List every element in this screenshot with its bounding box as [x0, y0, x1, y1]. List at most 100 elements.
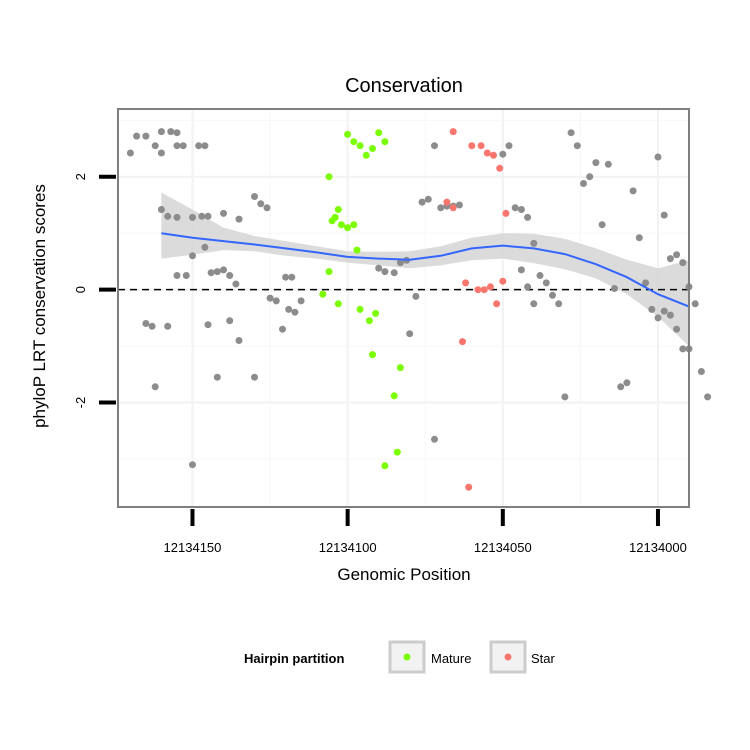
- y-axis: -2 0 2: [73, 173, 116, 408]
- point-mature: [350, 221, 358, 229]
- point-mature: [331, 213, 339, 221]
- point-other: [148, 322, 156, 330]
- point-other: [381, 268, 389, 276]
- point-mature: [393, 448, 401, 456]
- point-mature: [344, 224, 352, 232]
- point-other: [412, 292, 420, 300]
- x-tick-label: 12134100: [319, 540, 377, 555]
- point-other: [666, 311, 674, 319]
- point-mature: [334, 206, 342, 213]
- point-other: [164, 322, 172, 330]
- point-other: [617, 383, 625, 391]
- point-other: [660, 211, 668, 219]
- point-mature: [365, 317, 373, 325]
- point-other: [220, 209, 227, 217]
- point-other: [151, 142, 159, 150]
- point-other: [213, 373, 221, 381]
- point-other: [189, 213, 196, 221]
- point-other: [530, 239, 538, 247]
- legend-label-star: Star: [531, 651, 556, 666]
- point-star: [477, 142, 485, 150]
- x-axis-label: Genomic Position: [337, 565, 470, 584]
- point-other: [263, 204, 271, 212]
- point-other: [530, 300, 538, 308]
- point-other: [697, 368, 705, 375]
- point-mature: [372, 309, 380, 317]
- x-tick-label: 12134000: [629, 540, 687, 555]
- point-other: [431, 142, 438, 150]
- point-other: [549, 291, 556, 299]
- smooth-line-group: [161, 232, 690, 308]
- point-other: [629, 187, 637, 195]
- point-other: [201, 142, 209, 150]
- point-other: [207, 269, 215, 277]
- point-other: [279, 325, 286, 333]
- point-other: [189, 461, 196, 469]
- y-tick-label: 0: [73, 286, 88, 293]
- point-other: [691, 300, 699, 308]
- point-other: [455, 201, 463, 209]
- legend-key-star-dot: [504, 653, 512, 661]
- point-other: [235, 337, 243, 344]
- point-other: [580, 180, 587, 187]
- grid: [118, 109, 689, 507]
- point-mature: [353, 246, 361, 254]
- legend-key-star: [489, 640, 527, 674]
- point-other: [517, 206, 525, 213]
- point-other: [288, 273, 296, 281]
- point-star: [459, 338, 466, 346]
- point-other: [396, 259, 404, 267]
- point-other: [517, 266, 525, 274]
- panel-border: [117, 108, 690, 508]
- point-other: [173, 213, 181, 221]
- point-mature: [375, 129, 383, 137]
- point-other: [232, 280, 240, 288]
- point-other: [418, 198, 426, 206]
- point-other: [164, 212, 172, 220]
- point-mature: [381, 462, 389, 470]
- point-other: [679, 345, 687, 353]
- smooth-line: [161, 232, 690, 308]
- point-mature: [334, 300, 342, 308]
- point-star: [483, 149, 491, 157]
- legend-key-mature-dot: [403, 653, 411, 661]
- point-mature: [390, 392, 398, 400]
- point-mature: [369, 145, 376, 152]
- point-other: [173, 142, 181, 150]
- point-other: [673, 251, 681, 259]
- confidence-ribbon: [161, 192, 689, 347]
- point-other: [406, 330, 414, 338]
- point-other: [542, 279, 550, 287]
- x-tick-label: 12134150: [164, 540, 222, 555]
- point-mature: [356, 305, 364, 313]
- point-other: [282, 273, 290, 281]
- point-other: [586, 173, 594, 181]
- point-other: [592, 159, 600, 167]
- y-tick-label: -2: [73, 397, 88, 409]
- point-other: [297, 297, 305, 305]
- point-mature: [337, 221, 345, 229]
- legend-label-mature: Mature: [431, 651, 471, 666]
- point-star: [480, 286, 488, 294]
- point-other: [524, 283, 532, 291]
- point-other: [142, 132, 150, 140]
- point-other: [604, 160, 612, 168]
- point-star: [465, 483, 473, 491]
- point-star: [496, 164, 504, 172]
- point-star: [499, 277, 507, 285]
- point-star: [493, 300, 501, 308]
- point-other: [157, 149, 165, 157]
- point-other: [505, 142, 513, 150]
- point-other: [204, 321, 212, 329]
- point-other: [679, 259, 687, 267]
- point-mature: [350, 138, 358, 146]
- point-other: [648, 305, 656, 313]
- point-other: [126, 149, 134, 157]
- point-other: [213, 268, 221, 276]
- point-other: [220, 266, 227, 274]
- x-axis: 12134150 12134100 12134050 12134000: [164, 509, 687, 555]
- point-other: [157, 206, 165, 213]
- point-other: [226, 317, 234, 325]
- point-star: [462, 279, 470, 287]
